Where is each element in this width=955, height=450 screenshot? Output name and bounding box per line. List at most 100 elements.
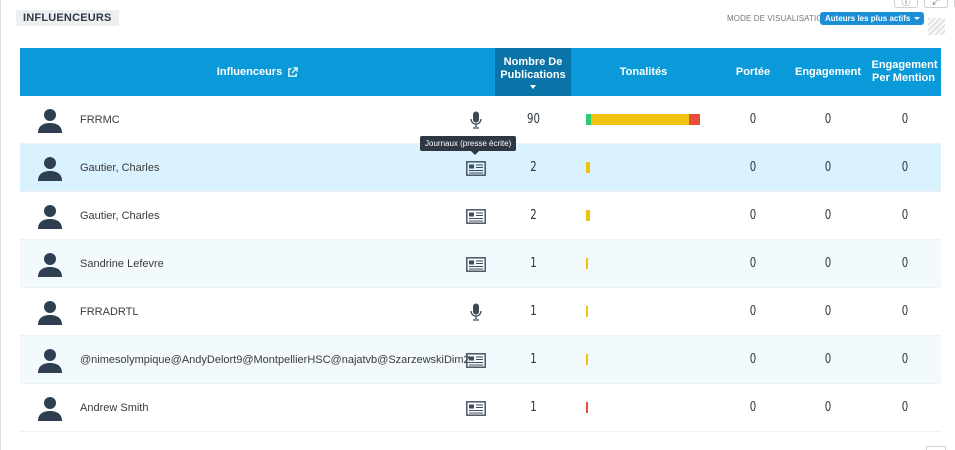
col-publications-label: Nombre De Publications	[500, 55, 566, 81]
tone-segment	[689, 114, 700, 125]
avatar-icon	[38, 108, 62, 133]
table-row[interactable]: Sandrine Lefevre 1 0 0 0	[20, 240, 941, 288]
table-row[interactable]: Gautier, Charles 2 0 0 0	[20, 192, 941, 240]
influencer-name[interactable]: @nimesolympique@AndyDelort9@MontpellierH…	[80, 354, 470, 366]
tone-segment	[591, 114, 689, 125]
col-engagement-mention[interactable]: Engagement Per Mention	[866, 48, 941, 96]
tone-bar	[586, 114, 700, 125]
engagement-value: 0	[824, 256, 832, 271]
tone-bar	[586, 354, 588, 365]
engagement-value: 0	[824, 160, 832, 175]
engagement-value: 0	[824, 208, 832, 223]
engagement-mention-value: 0	[901, 160, 909, 175]
newspaper-icon[interactable]	[465, 350, 487, 370]
engagement-mention-value: 0	[901, 352, 909, 367]
engagement-mention-value: 0	[901, 256, 909, 271]
publications-count: 1	[530, 352, 537, 367]
avatar-icon	[38, 204, 62, 229]
col-tonalites[interactable]: Tonalités	[571, 48, 716, 96]
sort-desc-icon	[530, 84, 536, 89]
influencer-name[interactable]: Gautier, Charles	[80, 210, 160, 222]
table-header: Influenceurs Nombre De Publications Tona…	[20, 48, 941, 96]
engagement-value: 0	[824, 352, 832, 367]
col-influencers-label: Influenceurs	[216, 65, 283, 78]
table-row[interactable]: FRRADRTL 1 0 0 0	[20, 288, 941, 336]
table-row[interactable]: Andrew Smith 1 0 0 0	[20, 384, 941, 432]
engagement-mention-value: 0	[901, 208, 909, 223]
newspaper-icon[interactable]	[465, 398, 487, 418]
col-engagement-label: Engagement	[794, 65, 861, 78]
publications-count: 90	[527, 112, 540, 127]
expand-button[interactable]: ⤢	[924, 0, 948, 8]
view-mode-select[interactable]: Auteurs les plus actifs	[820, 12, 925, 25]
tone-segment	[586, 114, 591, 125]
microphone-icon[interactable]	[465, 110, 487, 130]
view-mode-label: MODE DE VISUALISATION	[727, 14, 829, 23]
engagement-value: 0	[824, 304, 832, 319]
portee-value: 0	[749, 304, 757, 319]
tone-bar	[586, 210, 590, 221]
widget-title: INFLUENCEURS	[16, 10, 119, 26]
influencer-name[interactable]: Andrew Smith	[80, 402, 149, 414]
hatch-placeholder	[928, 18, 945, 35]
portee-value: 0	[749, 400, 757, 415]
publications-count: 2	[530, 160, 537, 175]
avatar-icon	[38, 156, 62, 181]
expand-icon: ⤢	[932, 0, 940, 6]
avatar-icon	[38, 348, 62, 373]
influencers-table: Influenceurs Nombre De Publications Tona…	[20, 48, 941, 432]
tone-segment	[586, 210, 590, 221]
table-row[interactable]: @nimesolympique@AndyDelort9@MontpellierH…	[20, 336, 941, 384]
engagement-mention-value: 0	[901, 304, 909, 319]
col-publications[interactable]: Nombre De Publications	[495, 48, 571, 96]
col-portee-label: Portée	[735, 65, 771, 78]
publications-count: 2	[530, 208, 537, 223]
panel-border	[0, 0, 1, 450]
engagement-value: 0	[824, 112, 832, 127]
info-button[interactable]: ⓘ	[894, 0, 918, 8]
tone-segment	[586, 354, 588, 365]
info-icon: ⓘ	[901, 0, 911, 7]
publications-count: 1	[530, 400, 537, 415]
col-engagement-mention-label: Engagement Per Mention	[871, 59, 938, 84]
newspaper-icon[interactable]	[465, 158, 487, 178]
tone-segment	[586, 258, 588, 269]
portee-value: 0	[749, 256, 757, 271]
panel-corner	[926, 446, 946, 450]
col-portee[interactable]: Portée	[718, 48, 788, 96]
tone-segment	[586, 162, 590, 173]
influencer-name[interactable]: Sandrine Lefevre	[80, 258, 164, 270]
tone-segment	[586, 306, 588, 317]
newspaper-icon[interactable]	[465, 254, 487, 274]
tone-bar	[586, 402, 588, 413]
newspaper-icon[interactable]	[465, 206, 487, 226]
microphone-icon[interactable]	[465, 302, 487, 322]
portee-value: 0	[749, 160, 757, 175]
portee-value: 0	[749, 208, 757, 223]
tone-segment	[586, 402, 588, 413]
publications-count: 1	[530, 256, 537, 271]
engagement-mention-value: 0	[901, 400, 909, 415]
widget-actions: ⓘ ⤢ ⋯	[894, 0, 955, 8]
col-influencers[interactable]: Influenceurs	[20, 48, 495, 96]
engagement-mention-value: 0	[901, 112, 909, 127]
table-row[interactable]: Gautier, Charles 2 0 0 0	[20, 144, 941, 192]
influencer-name[interactable]: FRRADRTL	[80, 306, 139, 318]
portee-value: 0	[749, 352, 757, 367]
engagement-value: 0	[824, 400, 832, 415]
col-engagement[interactable]: Engagement	[793, 48, 863, 96]
source-type-tooltip: Journaux (presse écrite)	[420, 136, 517, 155]
influencer-name[interactable]: Gautier, Charles	[80, 162, 160, 174]
tone-bar	[586, 306, 588, 317]
tone-bar	[586, 162, 590, 173]
influencer-name[interactable]: FRRMC	[80, 114, 120, 126]
publications-count: 1	[530, 304, 537, 319]
tone-bar	[586, 258, 588, 269]
avatar-icon	[38, 252, 62, 277]
avatar-icon	[38, 300, 62, 325]
table-body: FRRMC 90 0 0 0 Gautier, Charles 2 0 0 0 Gautier, C…	[20, 96, 941, 432]
external-link-icon	[288, 66, 298, 77]
avatar-icon	[38, 396, 62, 421]
portee-value: 0	[749, 112, 757, 127]
col-tonalites-label: Tonalités	[619, 65, 668, 78]
